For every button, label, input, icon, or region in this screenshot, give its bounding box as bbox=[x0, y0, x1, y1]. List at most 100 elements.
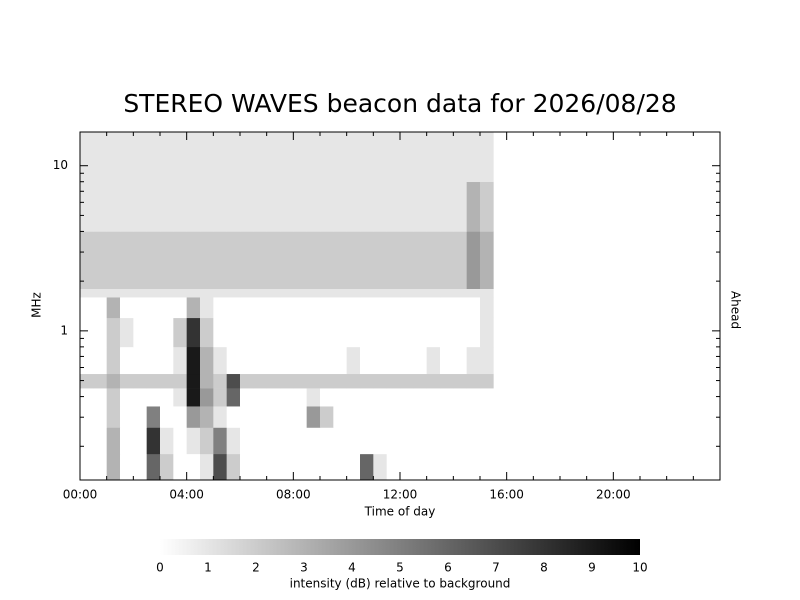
cell bbox=[240, 346, 254, 375]
plot-area bbox=[80, 132, 494, 481]
cell bbox=[266, 406, 281, 428]
cell bbox=[280, 427, 294, 455]
cell bbox=[333, 317, 347, 348]
cell bbox=[160, 288, 174, 298]
cell bbox=[93, 346, 107, 375]
cell bbox=[133, 373, 147, 389]
cell bbox=[440, 388, 454, 407]
cell bbox=[373, 231, 387, 289]
cell bbox=[373, 388, 387, 407]
cell bbox=[80, 388, 94, 407]
cell bbox=[266, 132, 281, 183]
cell bbox=[320, 346, 334, 375]
cell bbox=[306, 231, 321, 289]
cell bbox=[373, 373, 387, 389]
cell bbox=[133, 317, 147, 348]
cell bbox=[173, 346, 187, 375]
cell bbox=[360, 388, 374, 407]
cell bbox=[226, 346, 241, 375]
cell bbox=[373, 288, 387, 298]
cell bbox=[400, 132, 414, 183]
cell bbox=[386, 317, 401, 348]
cell bbox=[320, 388, 334, 407]
cell bbox=[226, 427, 241, 455]
cell bbox=[253, 288, 267, 298]
cell bbox=[213, 181, 227, 232]
cell bbox=[306, 181, 321, 232]
cell bbox=[386, 346, 401, 375]
cell bbox=[293, 406, 307, 428]
cell bbox=[146, 231, 161, 289]
cell bbox=[200, 427, 214, 455]
cell bbox=[440, 181, 454, 232]
cell bbox=[320, 427, 334, 455]
cell bbox=[146, 132, 161, 183]
cell bbox=[440, 317, 454, 348]
cell bbox=[293, 346, 307, 375]
cell bbox=[80, 317, 94, 348]
cell bbox=[280, 288, 294, 298]
cell bbox=[320, 181, 334, 232]
cell bbox=[466, 297, 481, 319]
cell bbox=[253, 427, 267, 455]
cell bbox=[93, 388, 107, 407]
cell bbox=[280, 373, 294, 389]
cell bbox=[386, 453, 401, 481]
cell bbox=[160, 373, 174, 389]
cell bbox=[466, 406, 481, 428]
cell bbox=[346, 181, 361, 232]
colorbar-tick-label: 3 bbox=[300, 561, 308, 575]
cell bbox=[146, 288, 161, 298]
cell bbox=[466, 453, 481, 481]
cell bbox=[226, 288, 241, 298]
cell bbox=[453, 406, 467, 428]
cell bbox=[400, 288, 414, 298]
cell bbox=[146, 297, 161, 319]
cell bbox=[320, 297, 334, 319]
cell bbox=[333, 427, 347, 455]
cell bbox=[480, 373, 494, 389]
cell bbox=[280, 132, 294, 183]
cell bbox=[333, 132, 347, 183]
cell bbox=[213, 453, 227, 481]
colorbar bbox=[160, 539, 640, 555]
cell bbox=[400, 427, 414, 455]
cell bbox=[480, 288, 494, 298]
cell bbox=[120, 453, 134, 481]
cell bbox=[120, 346, 134, 375]
cell bbox=[213, 297, 227, 319]
cell bbox=[346, 317, 361, 348]
cell bbox=[466, 427, 481, 455]
cell bbox=[120, 317, 134, 348]
cell bbox=[453, 427, 467, 455]
cell bbox=[453, 132, 467, 183]
cell bbox=[346, 132, 361, 183]
cell bbox=[480, 297, 494, 319]
cell bbox=[120, 427, 134, 455]
cell bbox=[160, 231, 174, 289]
cell bbox=[186, 373, 201, 389]
x-axis-label: Time of day bbox=[364, 505, 436, 519]
cell bbox=[333, 453, 347, 481]
cell bbox=[320, 231, 334, 289]
cell bbox=[80, 346, 94, 375]
y-axis-label: MHz bbox=[30, 292, 44, 318]
cell bbox=[213, 346, 227, 375]
cell bbox=[386, 181, 401, 232]
cell bbox=[440, 453, 454, 481]
cell bbox=[320, 453, 334, 481]
cell bbox=[93, 297, 107, 319]
colorbar-tick-label: 9 bbox=[588, 561, 596, 575]
cell bbox=[106, 453, 121, 481]
cell bbox=[200, 231, 214, 289]
cell bbox=[440, 288, 454, 298]
cell bbox=[320, 317, 334, 348]
cell bbox=[93, 231, 107, 289]
cell bbox=[293, 427, 307, 455]
cell bbox=[80, 132, 94, 183]
cell bbox=[120, 231, 134, 289]
cell bbox=[480, 406, 494, 428]
cell bbox=[320, 288, 334, 298]
cell bbox=[373, 453, 387, 481]
cell bbox=[306, 406, 321, 428]
